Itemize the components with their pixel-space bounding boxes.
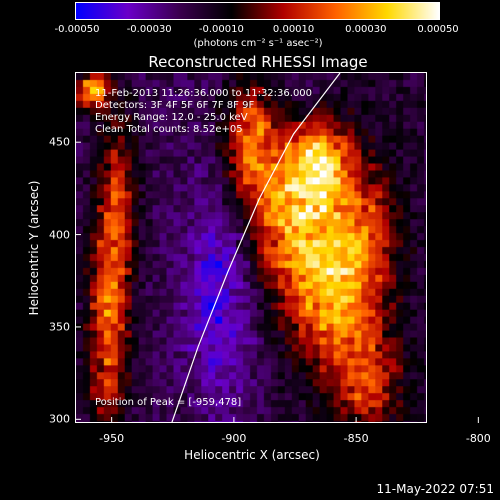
plot-date: 11-May-2022 07:51	[376, 482, 494, 496]
colorbar-tick-label: -0.00010	[198, 24, 244, 35]
y-tick-label: 400	[49, 228, 70, 242]
colorbar-tick-label: -0.00030	[126, 24, 172, 35]
plot-area	[75, 72, 427, 423]
y-tick-label: 450	[49, 135, 70, 149]
info-detectors: Detectors: 3F 4F 5F 6F 7F 8F 9F	[95, 100, 255, 111]
chart-title: Reconstructed RHESSI Image	[148, 53, 368, 71]
colorbar-tick-label: 0.00010	[272, 24, 315, 35]
solar-limb-line	[171, 73, 341, 422]
colorbar-tick-label: 0.00030	[345, 24, 387, 35]
y-tick-label: 350	[49, 320, 70, 334]
x-tick-label: -900	[221, 432, 247, 445]
solar-limb-overlay	[171, 73, 341, 422]
x-tick-label: -950	[99, 432, 125, 445]
info-peak-position: Position of Peak = [-959,478]	[95, 397, 242, 408]
y-axis-label: Heliocentric Y (arcsec)	[27, 180, 41, 316]
info-time-range: 11-Feb-2013 11:26:36.000 to 11:32:36.000	[95, 88, 313, 99]
colorbar-gradient	[76, 3, 439, 19]
colorbar-unit-label: (photons cm⁻² s⁻¹ asec⁻²)	[193, 38, 323, 49]
x-tick-label: -850	[343, 432, 369, 445]
colorbar	[75, 2, 440, 20]
heatmap-image	[76, 73, 426, 422]
info-clean-counts: Clean Total counts: 8.52e+05	[95, 124, 243, 135]
x-axis-label: Heliocentric X (arcsec)	[184, 448, 320, 462]
colorbar-tick-label: -0.00050	[54, 24, 100, 35]
info-energy-range: Energy Range: 12.0 - 25.0 keV	[95, 112, 248, 123]
colorbar-tick-label: 0.00050	[417, 24, 459, 35]
x-tick-label: -800	[465, 432, 491, 445]
y-tick-label: 300	[49, 412, 70, 426]
